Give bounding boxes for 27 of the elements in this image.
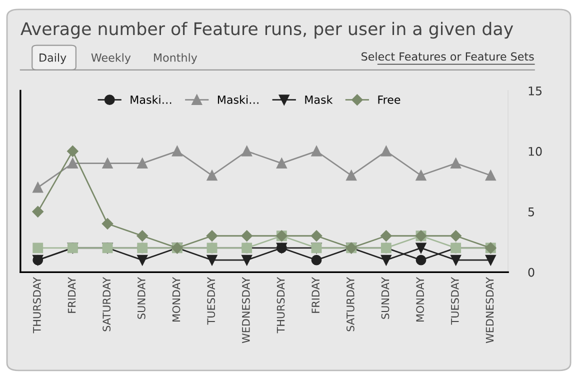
- x-tick-label: WEDNESDAY: [242, 277, 250, 344]
- y-tick-label: 0: [528, 268, 534, 277]
- text: Monthly: [154, 53, 198, 64]
- x-tick-label: SATURDAY: [346, 277, 354, 332]
- x-tick-label: TUESDAY: [450, 277, 459, 325]
- y-tick-label: 5: [528, 208, 534, 216]
- x-tick-label: SUNDAY: [381, 277, 390, 319]
- legend-label: Maski…: [130, 95, 172, 104]
- y-tick-label: 10: [528, 146, 542, 156]
- text: Select Features or Feature Sets: [362, 52, 534, 61]
- text: Weekly: [91, 53, 131, 64]
- chart-title: Average number of Feature runs, per user in a given day: [20, 22, 514, 39]
- x-tick-label: TUESDAY: [207, 277, 216, 325]
- x-tick-label: SUNDAY: [137, 277, 146, 319]
- x-tick-label: THURSDAY: [33, 277, 41, 334]
- x-tick-label: MONDAY: [416, 277, 424, 322]
- x-tick-label: THURSDAY: [276, 277, 285, 334]
- x-tick-label: WEDNESDAY: [486, 277, 494, 344]
- x-tick-label: FRIDAY: [68, 277, 76, 313]
- y-tick-label: 15: [528, 86, 542, 96]
- legend-label: Free: [378, 96, 400, 104]
- x-tick-label: SATURDAY: [102, 277, 111, 332]
- x-tick-label: MONDAY: [172, 277, 180, 322]
- legend-label: Mask: [305, 95, 333, 104]
- legend-label: Maski…: [218, 95, 258, 104]
- text: Daily: [40, 53, 66, 64]
- x-tick-label: FRIDAY: [312, 277, 320, 313]
